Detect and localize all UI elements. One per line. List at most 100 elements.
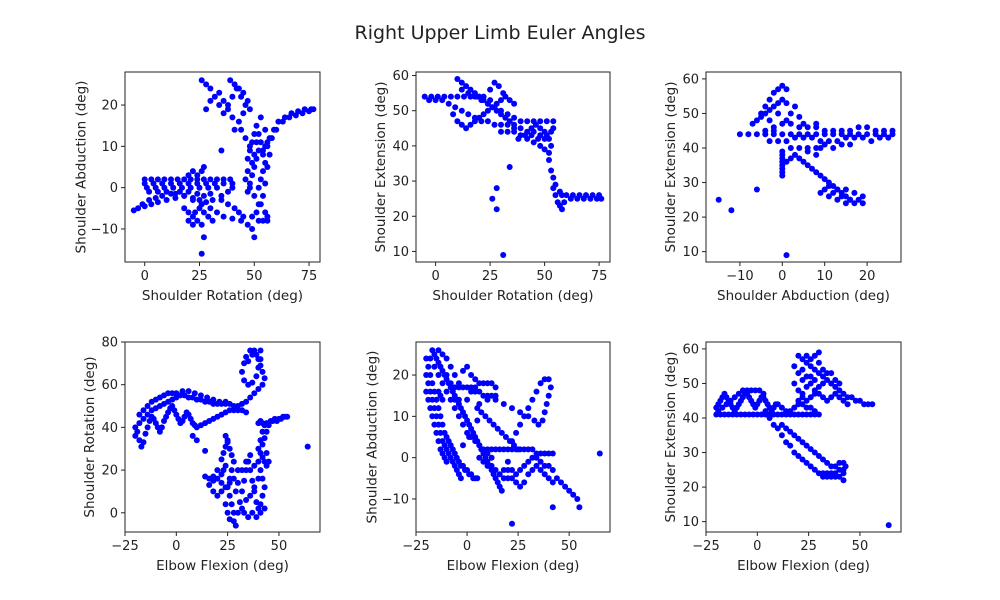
data-point <box>222 501 229 508</box>
data-point <box>550 174 557 181</box>
data-point <box>549 450 556 457</box>
x-tick-label: −25 <box>111 539 138 554</box>
data-point <box>225 201 231 208</box>
data-point <box>500 475 507 482</box>
data-point <box>836 387 843 394</box>
x-tick-label: −25 <box>692 539 719 554</box>
data-point <box>185 217 192 224</box>
y-tick-label: 10 <box>392 410 409 425</box>
x-tick-label: 75 <box>301 269 318 284</box>
data-point <box>468 384 475 391</box>
data-point <box>253 139 260 146</box>
y-axis-label: Shoulder Extension (deg) <box>663 82 679 253</box>
data-point <box>770 127 777 134</box>
data-point <box>779 120 786 127</box>
data-point <box>529 446 536 453</box>
data-point <box>474 475 481 482</box>
data-point <box>778 421 785 428</box>
data-point <box>484 450 491 457</box>
data-point <box>181 176 188 183</box>
data-point <box>733 411 740 418</box>
data-point <box>229 215 236 222</box>
data-point <box>465 90 472 97</box>
data-point <box>567 195 574 202</box>
data-point <box>821 127 828 134</box>
y-tick-label: 40 <box>392 139 409 154</box>
subplot-3: −10 0 10 20 10 20 30 40 50 60 Shoulder Abduction (… <box>663 71 902 304</box>
data-point <box>472 384 479 391</box>
data-point <box>545 450 552 457</box>
data-point <box>264 164 271 170</box>
data-point <box>537 125 544 132</box>
data-point <box>800 158 807 165</box>
data-point <box>791 411 798 418</box>
data-point <box>251 390 258 397</box>
data-point <box>851 189 858 196</box>
data-point <box>492 467 499 473</box>
data-point <box>779 82 786 89</box>
data-point <box>766 96 773 103</box>
data-point <box>244 188 251 195</box>
data-point <box>530 139 537 146</box>
data-point <box>225 106 231 113</box>
y-tick-label: 60 <box>682 342 699 357</box>
data-point <box>537 467 544 473</box>
data-point <box>746 411 753 418</box>
data-point <box>489 195 496 202</box>
data-point <box>257 356 264 363</box>
data-point <box>489 104 496 111</box>
data-point <box>852 397 859 404</box>
data-point <box>427 405 434 412</box>
data-point <box>735 390 742 397</box>
data-point <box>803 397 810 404</box>
data-point <box>222 432 229 439</box>
data-point <box>842 186 849 193</box>
data-point <box>439 396 446 403</box>
data-point <box>509 520 515 527</box>
data-point <box>210 488 217 495</box>
data-point <box>451 405 458 412</box>
data-point <box>464 396 471 403</box>
data-point <box>783 158 790 165</box>
data-point <box>210 400 217 407</box>
data-point <box>476 388 483 395</box>
data-point <box>549 479 556 486</box>
x-axis-label: Elbow Flexion (deg) <box>447 558 580 574</box>
data-point <box>799 456 806 463</box>
data-point <box>774 401 781 408</box>
data-point <box>799 401 806 408</box>
data-point <box>194 172 201 179</box>
data-point <box>498 487 505 494</box>
data-point <box>817 145 824 151</box>
data-point <box>464 363 471 370</box>
y-tick-label: 10 <box>392 245 409 260</box>
data-point <box>472 376 479 383</box>
data-point <box>273 126 280 133</box>
data-point <box>478 97 485 104</box>
data-point <box>836 380 843 387</box>
data-point <box>478 409 485 416</box>
x-tick-label: −10 <box>726 269 753 284</box>
data-point <box>506 118 513 125</box>
data-point <box>229 114 236 121</box>
data-point <box>504 446 511 453</box>
data-point <box>224 439 231 446</box>
data-point <box>796 145 803 151</box>
y-tick-label: 20 <box>682 211 699 226</box>
data-point <box>834 138 841 145</box>
axes-frame <box>705 341 902 533</box>
data-point <box>427 355 434 362</box>
data-point <box>561 199 568 206</box>
data-point <box>433 429 440 436</box>
data-point <box>799 377 806 383</box>
data-point <box>253 373 260 380</box>
data-point <box>828 380 835 387</box>
data-point <box>550 118 557 125</box>
data-point <box>809 165 815 172</box>
data-point <box>836 466 843 473</box>
data-point <box>840 397 847 404</box>
data-point <box>851 134 858 141</box>
data-point <box>799 356 806 363</box>
data-point <box>546 149 552 156</box>
data-point <box>546 135 552 142</box>
